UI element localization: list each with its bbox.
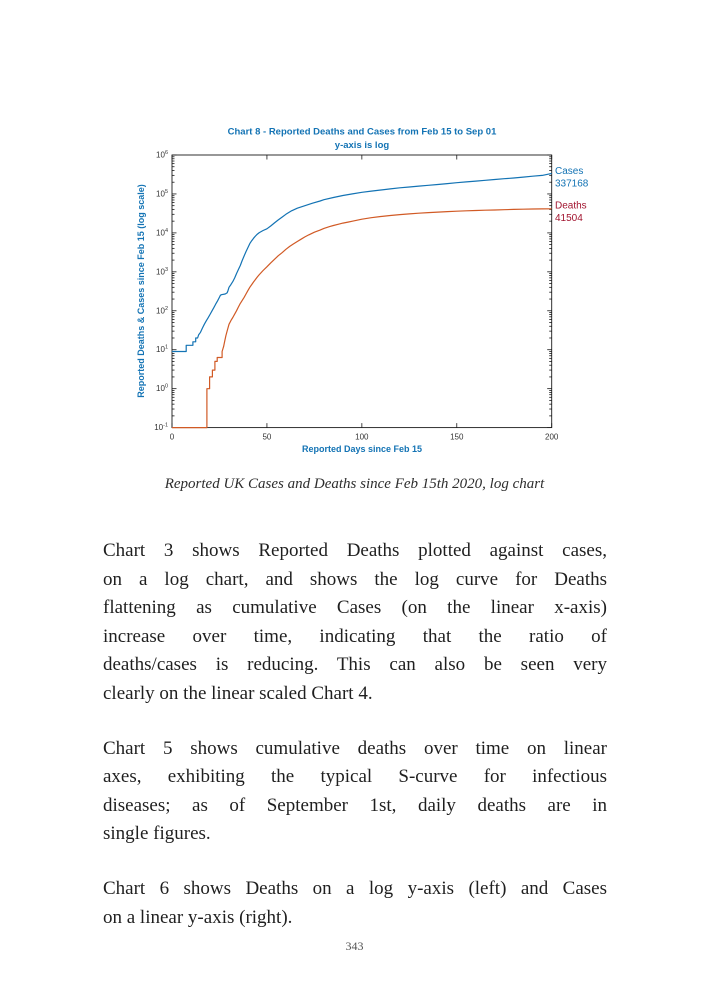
text-line: deaths/cases is reducing. This can also … (103, 654, 607, 676)
x-tick-label: 100 (355, 433, 369, 442)
y-tick-label: 100 (156, 384, 168, 394)
x-tick-label: 150 (450, 433, 464, 442)
y-tick-label: 105 (156, 189, 168, 199)
chart-8-figure: Chart 8 - Reported Deaths and Cases from… (100, 113, 620, 463)
chart-title: Chart 8 - Reported Deaths and Cases from… (228, 127, 497, 138)
y-tick-label: 104 (156, 228, 168, 238)
deaths-annotation-label: Deaths (555, 201, 587, 212)
text-line: on a linear y-axis (right). (103, 906, 293, 928)
chart-subtitle: y-axis is log (335, 140, 390, 151)
text-line: on a log chart, and shows the log curve … (103, 568, 607, 590)
x-tick-label: 200 (545, 433, 559, 442)
deaths-annotation-value: 41504 (555, 213, 583, 224)
y-tick-label: 102 (156, 306, 168, 316)
chart-svg: Chart 8 - Reported Deaths and Cases from… (136, 127, 589, 455)
text-line: clearly on the linear scaled Chart 4. (103, 682, 373, 704)
text-line: axes, exhibiting the typical S-curve for… (103, 766, 607, 788)
text-line: flattening as cumulative Cases (on the l… (103, 597, 607, 619)
chart-axes: 0 50 100 150 200 106 105 104 103 102 101 100 10-1 (154, 150, 559, 442)
cases-curve (172, 172, 552, 353)
y-axis-label: Reported Deaths & Cases since Feb 15 (lo… (136, 184, 146, 398)
text-line: single figures. (103, 823, 211, 845)
text-line: Chart 5 shows cumulative deaths over tim… (103, 737, 607, 759)
text-line: Chart 3 shows Reported Deaths plotted ag… (103, 540, 607, 561)
x-tick-label: 50 (262, 433, 271, 442)
y-tick-label: 10-1 (154, 423, 168, 433)
text-line: increase over time, indicating that the … (103, 625, 607, 647)
text-line: diseases; as of September 1st, daily dea… (103, 794, 607, 816)
x-axis-label: Reported Days since Feb 15 (302, 444, 422, 454)
paragraph-chart-6: Chart 6 shows Deaths on a log y-axis (le… (103, 875, 607, 932)
plot-box (171, 154, 553, 429)
text-line: Chart 6 shows Deaths on a log y-axis (le… (103, 877, 607, 899)
cases-annotation-value: 337168 (555, 179, 589, 190)
page-number: 343 (345, 939, 364, 953)
y-tick-label: 106 (156, 150, 168, 160)
chart-curves (172, 172, 552, 429)
y-tick-label: 101 (156, 345, 168, 355)
paragraph-chart-5: Chart 5 shows cumulative deaths over tim… (103, 735, 607, 849)
paragraph-chart-3: Chart 3 shows Reported Deaths plotted ag… (103, 537, 607, 709)
y-tick-label: 103 (156, 267, 168, 277)
deaths-curve (172, 208, 552, 429)
body-text: Chart 3 shows Reported Deaths plotted ag… (103, 537, 607, 932)
figure-caption: Reported UK Cases and Deaths since Feb 1… (164, 476, 545, 492)
x-tick-label: 0 (170, 433, 175, 442)
cases-annotation-label: Cases (555, 166, 583, 177)
